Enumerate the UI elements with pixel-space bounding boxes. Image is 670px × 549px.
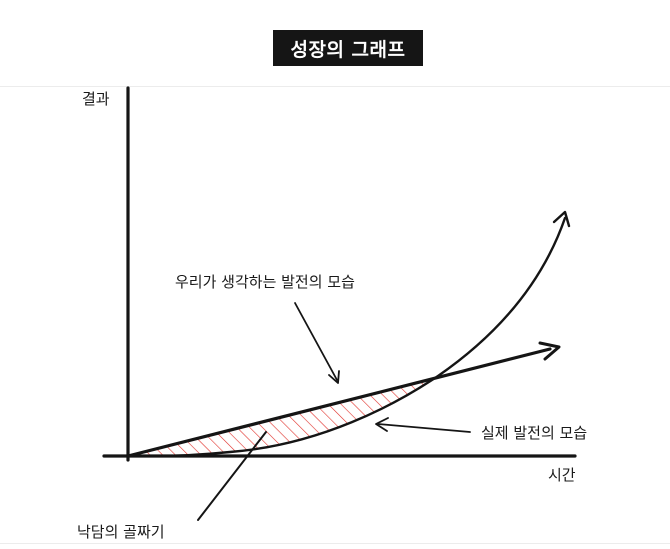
actual-pointer-arrow: [377, 423, 471, 433]
actual-pointer-arrowhead: [375, 417, 389, 432]
bottom-divider: [0, 543, 670, 544]
expected-progress-arrowhead: [538, 341, 561, 361]
gap-pointer-line: [197, 431, 267, 521]
expected-pointer-arrow: [294, 302, 338, 381]
expected-progress-label: 우리가 생각하는 발전의 모습: [175, 273, 355, 291]
expected-pointer-arrowhead: [328, 370, 340, 384]
page-title-text: 성장의 그래프: [290, 38, 406, 61]
page-title: 성장의 그래프: [273, 30, 423, 66]
despair-valley-label: 낙담의 골짜기: [77, 523, 165, 541]
actual-progress-arrowhead: [552, 210, 571, 228]
actual-progress-curve: [126, 216, 567, 458]
y-axis-label: 결과: [82, 90, 110, 108]
header-divider: [0, 86, 670, 87]
expected-progress-line: [126, 347, 552, 458]
actual-progress-label: 실제 발전의 모습: [481, 424, 587, 442]
x-axis-label: 시간: [548, 466, 576, 484]
